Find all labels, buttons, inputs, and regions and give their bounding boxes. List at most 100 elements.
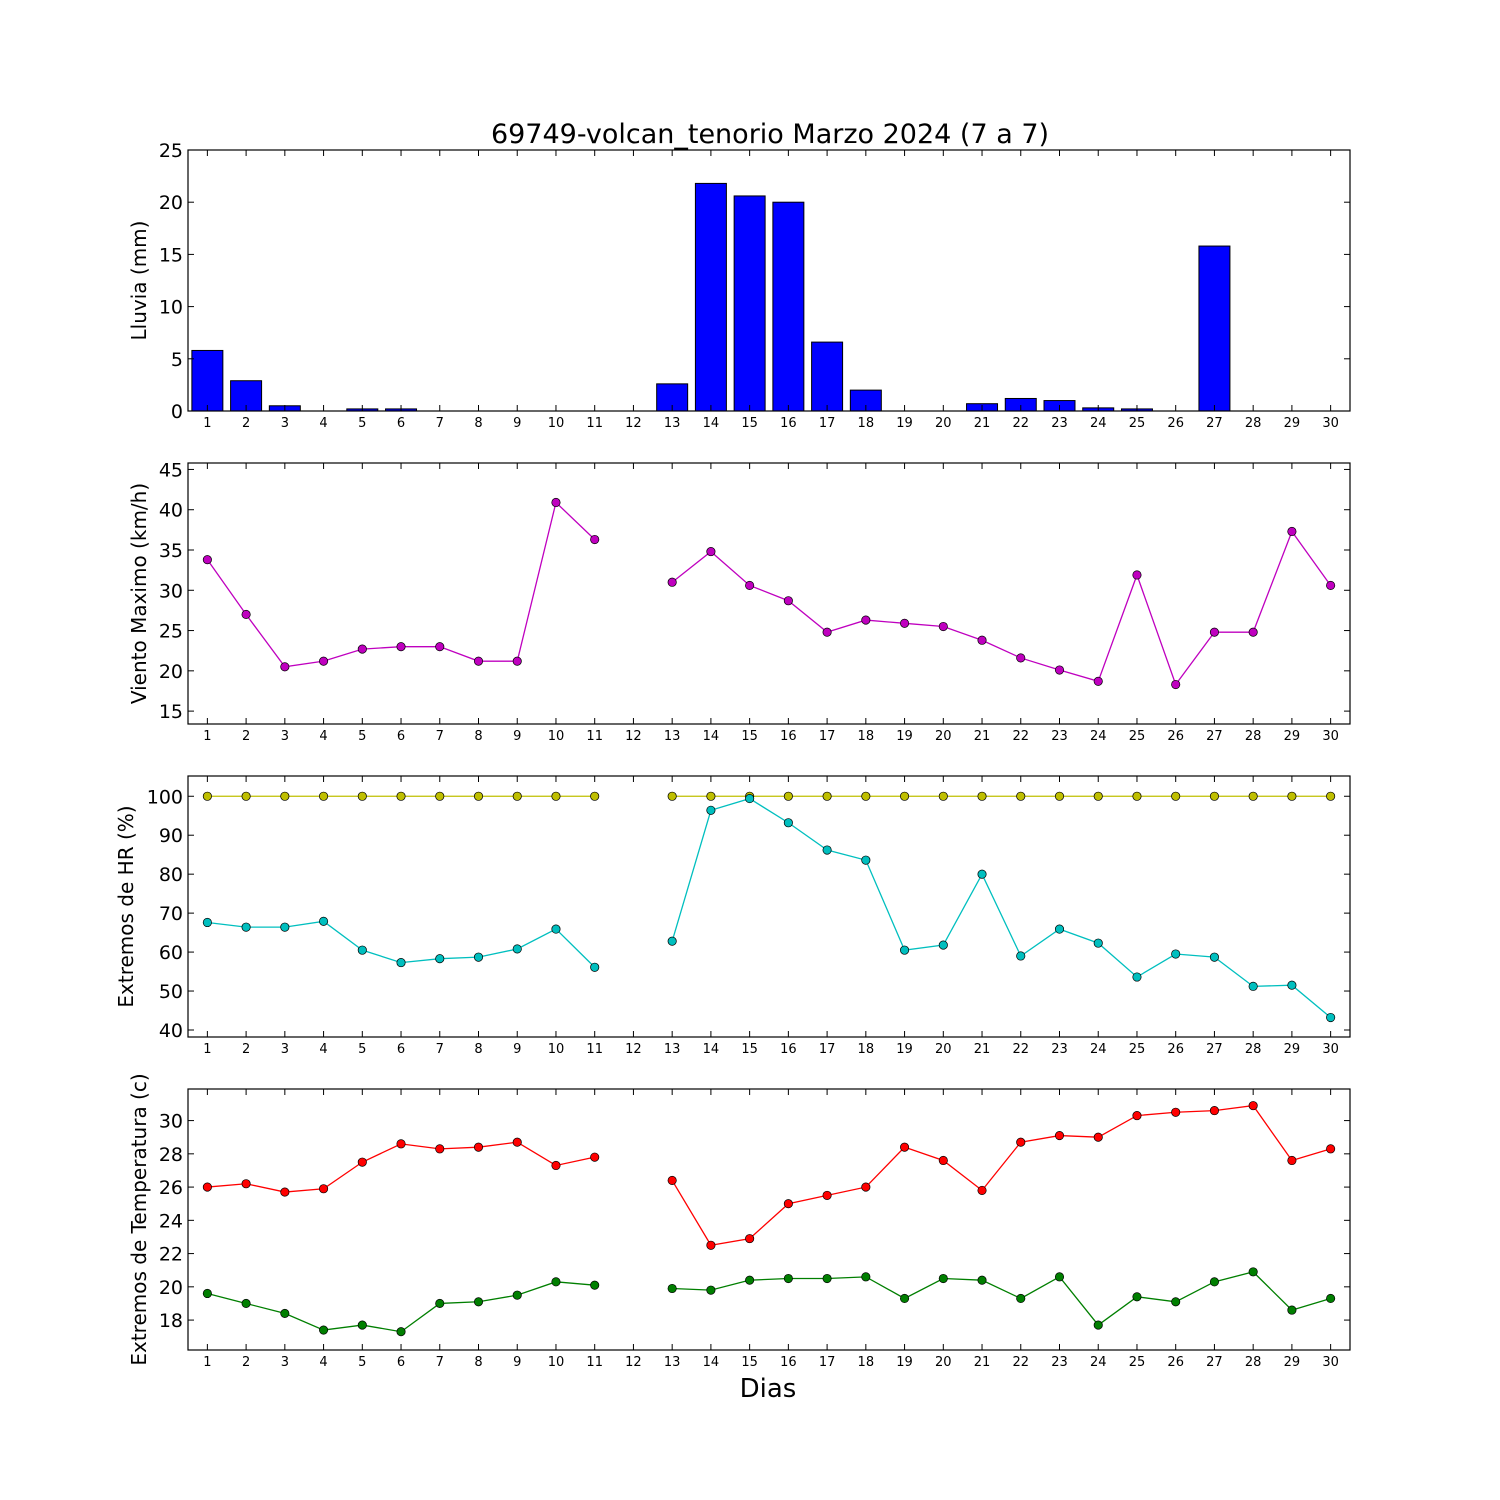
x-tick-label: 19 bbox=[896, 416, 913, 431]
wind-series-0-point-day-2 bbox=[241, 609, 251, 619]
x-tick-label: 20 bbox=[935, 1042, 952, 1057]
humidity-series-1-point-day-14 bbox=[706, 805, 716, 815]
x-tick-label: 20 bbox=[935, 729, 952, 744]
x-tick-label: 15 bbox=[741, 1355, 758, 1370]
temperature-series-0-point-day-2 bbox=[241, 1179, 251, 1189]
temperature-series-0-point-day-10 bbox=[551, 1160, 561, 1171]
wind-series-0-point-day-23 bbox=[1054, 665, 1065, 675]
y-tick-label: 20 bbox=[159, 1277, 183, 1299]
x-tick-label: 15 bbox=[741, 416, 758, 431]
wind-series-0-line-1 bbox=[671, 530, 1332, 686]
x-tick-label: 5 bbox=[358, 1355, 366, 1370]
humidity-series-1-point-day-16 bbox=[783, 818, 793, 828]
humidity-series-0-point-day-30 bbox=[1326, 791, 1336, 801]
temperature-series-0-point-day-15 bbox=[745, 1234, 755, 1244]
temperature-series-0-point-day-18 bbox=[861, 1182, 871, 1192]
x-tick-label: 16 bbox=[780, 1355, 797, 1370]
x-tick-label: 1 bbox=[203, 1355, 211, 1370]
wind-series-0-point-day-15 bbox=[745, 580, 755, 590]
x-tick-label: 6 bbox=[397, 729, 405, 744]
humidity-series-0-point-day-27 bbox=[1209, 791, 1219, 801]
y-tick-label: 26 bbox=[159, 1177, 183, 1199]
y-tick-label: 20 bbox=[159, 661, 183, 683]
temperature-series-0-point-day-21 bbox=[977, 1185, 987, 1195]
x-tick-label: 14 bbox=[703, 416, 720, 431]
y-tick-label: 18 bbox=[159, 1310, 183, 1332]
x-tick-label: 8 bbox=[474, 1042, 482, 1057]
temperature-series-1-point-day-5 bbox=[357, 1320, 367, 1330]
x-tick-label: 5 bbox=[358, 416, 366, 431]
x-tick-label: 13 bbox=[664, 1042, 681, 1057]
x-tick-label: 16 bbox=[780, 1042, 797, 1057]
wind-series-0-point-day-24 bbox=[1093, 676, 1103, 686]
x-tick-label: 18 bbox=[858, 1042, 875, 1057]
temperature-series-0-point-day-5 bbox=[357, 1157, 367, 1167]
x-tick-label: 22 bbox=[1012, 1042, 1029, 1057]
humidity-series-1-point-day-25 bbox=[1132, 972, 1142, 982]
temperature-series-0-point-day-27 bbox=[1209, 1106, 1219, 1116]
humidity-series-1-point-day-23 bbox=[1054, 924, 1065, 934]
bar-day-1 bbox=[191, 349, 224, 412]
temperature-series-1-point-day-13 bbox=[667, 1283, 677, 1294]
temperature-series-1-point-day-23 bbox=[1054, 1272, 1065, 1282]
x-tick-label: 10 bbox=[548, 1042, 565, 1057]
humidity-axes-frame bbox=[187, 775, 1351, 1038]
x-tick-label: 17 bbox=[819, 729, 836, 744]
wind-series-0-point-day-19 bbox=[900, 618, 910, 628]
humidity-series-1-point-day-10 bbox=[551, 924, 561, 934]
x-tick-label: 24 bbox=[1090, 729, 1107, 744]
x-tick-label: 10 bbox=[548, 1355, 565, 1370]
temperature-series-1-point-day-20 bbox=[938, 1273, 948, 1284]
x-tick-label: 26 bbox=[1167, 416, 1184, 431]
humidity-series-0-point-day-25 bbox=[1132, 791, 1142, 801]
x-tick-label: 28 bbox=[1245, 729, 1262, 744]
x-tick-label: 29 bbox=[1284, 416, 1301, 431]
x-tick-label: 27 bbox=[1206, 416, 1223, 431]
temperature-series-0-point-day-14 bbox=[706, 1240, 716, 1250]
temperature-series-0-point-day-8 bbox=[473, 1142, 484, 1152]
x-tick-label: 2 bbox=[242, 729, 250, 744]
x-tick-label: 26 bbox=[1167, 729, 1184, 744]
temperature-series-1-point-day-9 bbox=[512, 1290, 522, 1300]
humidity-series-0-point-day-6 bbox=[396, 791, 406, 801]
wind-series-0-point-day-6 bbox=[396, 642, 406, 652]
wind-series-0-point-day-5 bbox=[357, 644, 367, 654]
x-tick-label: 2 bbox=[242, 1042, 250, 1057]
x-tick-label: 7 bbox=[436, 1355, 444, 1370]
humidity-series-1-point-day-8 bbox=[473, 952, 484, 962]
temperature-series-1-point-day-1 bbox=[202, 1288, 212, 1299]
humidity-series-1-point-day-19 bbox=[900, 945, 910, 955]
wind-series-0-point-day-16 bbox=[783, 596, 793, 606]
x-tick-label: 6 bbox=[397, 1042, 405, 1057]
x-tick-label: 17 bbox=[819, 1355, 836, 1370]
x-tick-label: 24 bbox=[1090, 1042, 1107, 1057]
temperature-series-1-point-day-4 bbox=[319, 1325, 329, 1335]
y-tick-label: 22 bbox=[159, 1244, 183, 1266]
temperature-series-1-point-day-16 bbox=[783, 1273, 793, 1284]
temperature-series-0-point-day-29 bbox=[1287, 1155, 1297, 1166]
rain-panel: 1 2 3 4 5 6 7 8 9 10 11 12 13 14 15 16 17 18 19 20 21 22 23 24 2… bbox=[127, 140, 1351, 431]
wind-series-0-point-day-17 bbox=[822, 627, 832, 637]
temperature-series-1-point-day-3 bbox=[280, 1308, 290, 1318]
y-tick-label: 70 bbox=[159, 903, 183, 925]
x-tick-label: 3 bbox=[281, 729, 289, 744]
humidity-series-0-point-day-28 bbox=[1248, 791, 1258, 801]
temperature-series-1-point-day-26 bbox=[1171, 1297, 1181, 1307]
x-tick-label: 12 bbox=[625, 416, 642, 431]
temperature-series-1-point-day-8 bbox=[473, 1297, 484, 1307]
x-tick-label: 9 bbox=[513, 1042, 521, 1057]
humidity-series-0-point-day-13 bbox=[667, 791, 677, 801]
y-tick-label: 60 bbox=[159, 942, 183, 964]
x-tick-label: 24 bbox=[1090, 1355, 1107, 1370]
wind-series-0-point-day-10 bbox=[551, 497, 561, 508]
x-tick-label: 11 bbox=[586, 1355, 603, 1370]
wind-series-0-point-day-27 bbox=[1209, 627, 1219, 637]
x-tick-label: 6 bbox=[397, 1355, 405, 1370]
temperature-series-0-point-day-28 bbox=[1248, 1101, 1258, 1111]
humidity-series-0-point-day-17 bbox=[822, 791, 832, 801]
temperature-series-1-point-day-14 bbox=[706, 1285, 716, 1295]
humidity-series-0-point-day-8 bbox=[473, 791, 484, 801]
x-tick-label: 9 bbox=[513, 416, 521, 431]
wind-panel: 1 2 3 4 5 6 7 8 9 10 11 12 13 14 15 16 17 18 19 20 21 22 23 24 2… bbox=[127, 459, 1351, 744]
wind-series-0-point-day-28 bbox=[1248, 627, 1258, 637]
